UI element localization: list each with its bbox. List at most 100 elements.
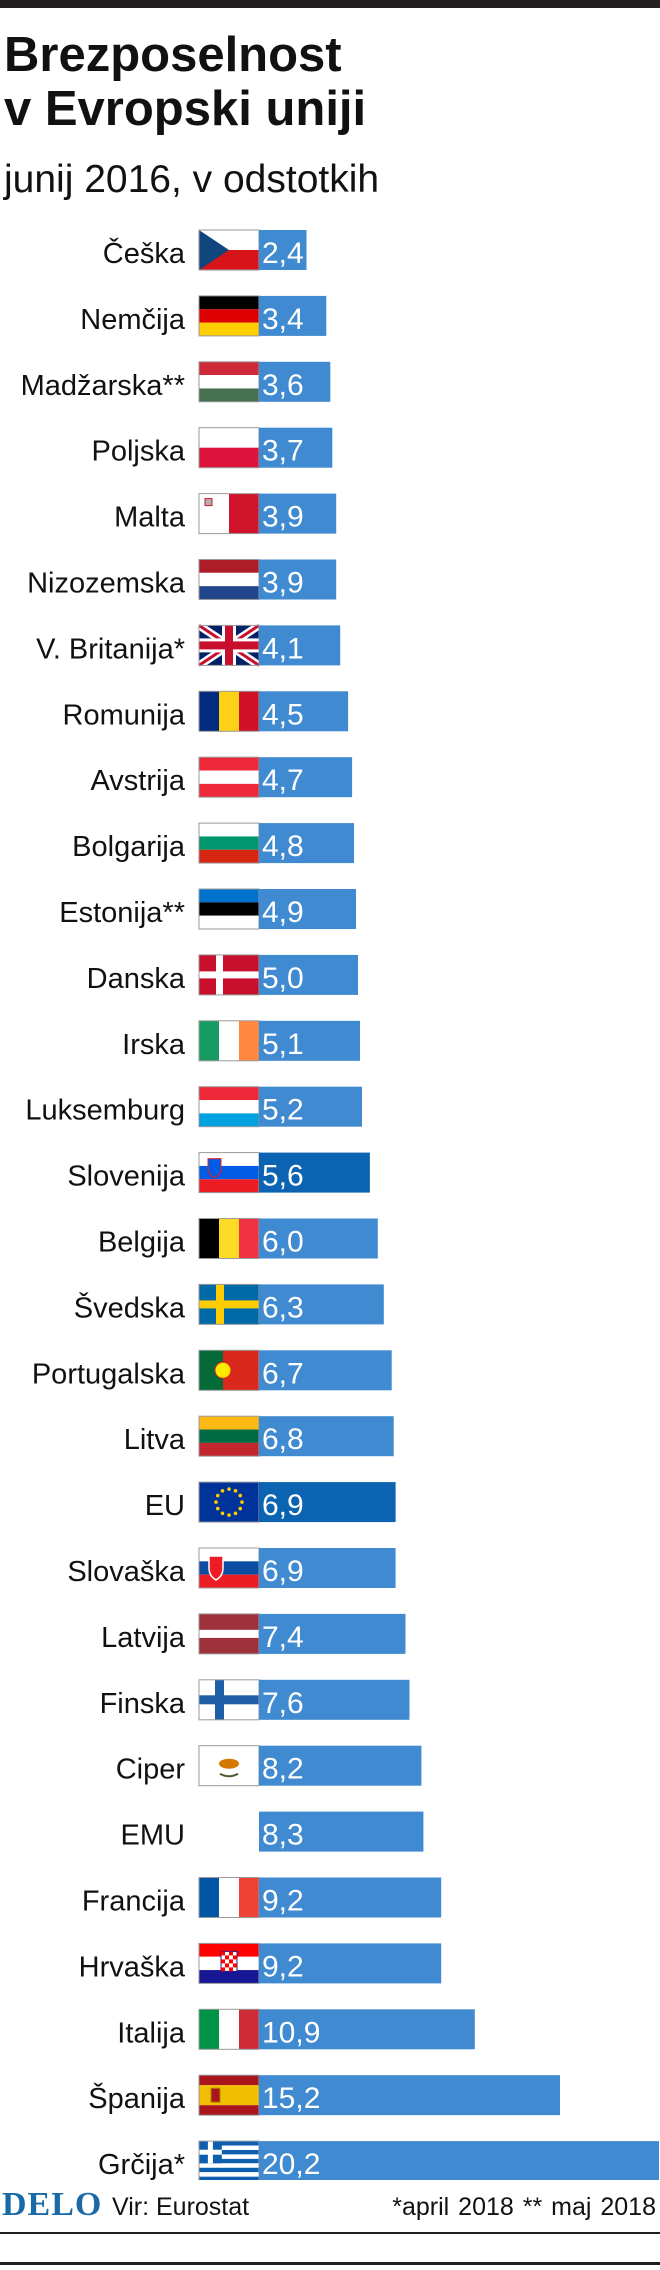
bar-row: Irska 5,1	[122, 1020, 360, 1062]
bar	[259, 1943, 442, 1984]
bar	[259, 361, 331, 402]
country-label: Hrvaška	[79, 1951, 186, 1983]
bar-row: Francija 9,2	[82, 1877, 442, 1918]
value-label: 3,4	[262, 303, 304, 336]
value-label: 5,2	[262, 1094, 304, 1127]
bar	[259, 1877, 442, 1918]
flag-icon	[198, 690, 260, 732]
country-label: EU	[145, 1490, 185, 1522]
flag-icon	[198, 954, 260, 996]
country-label: Španija	[88, 2081, 186, 2115]
value-label: 3,7	[262, 435, 304, 468]
bar	[259, 1811, 424, 1852]
value-label: 4,9	[262, 896, 304, 929]
flag-icon	[198, 1020, 260, 1062]
chart-subtitle: junij 2016, v odstotkih	[4, 158, 380, 201]
source-note: Vir: Eurostat	[112, 2193, 250, 2221]
flag-icon	[198, 2008, 260, 2050]
value-label: 4,8	[262, 830, 304, 863]
value-label: 7,6	[262, 1687, 304, 1720]
country-label: Slovaška	[67, 1556, 186, 1588]
flag-icon	[198, 1613, 260, 1655]
bar	[259, 1086, 362, 1127]
value-label: 3,6	[262, 369, 304, 402]
bar	[259, 1350, 392, 1391]
country-label: Madžarska**	[21, 370, 185, 402]
bar-row: Slovenija 5,6	[67, 1152, 370, 1194]
country-label: Švedska	[74, 1290, 186, 1324]
flag-icon	[198, 1152, 260, 1194]
bar	[259, 2141, 659, 2180]
flag-icon	[198, 888, 260, 930]
value-label: 5,6	[262, 1160, 304, 1193]
flag-icon	[198, 1877, 260, 1918]
top-rule	[0, 0, 660, 8]
bar-row: Grčija* 20,2	[98, 2140, 659, 2180]
country-label: Estonija**	[59, 897, 185, 929]
bar-row: Romunija 4,5	[63, 690, 349, 732]
bar	[259, 625, 341, 666]
value-label: 6,7	[262, 1357, 304, 1390]
bar	[259, 230, 307, 270]
country-label: Portugalska	[32, 1358, 186, 1390]
value-label: 6,0	[262, 1226, 304, 1259]
bar-row: EU 6,9	[145, 1481, 396, 1523]
bar	[259, 559, 337, 600]
value-label: 9,2	[262, 1885, 304, 1918]
flag-icon	[198, 756, 260, 798]
flag-icon	[196, 622, 262, 669]
bar	[259, 493, 337, 534]
country-label: Nizozemska	[27, 568, 186, 600]
bar	[259, 1613, 406, 1654]
bar	[259, 691, 349, 732]
value-label: 6,9	[262, 1489, 304, 1522]
country-label: Grčija*	[98, 2149, 185, 2180]
value-label: 6,3	[262, 1291, 304, 1324]
flag-icon	[198, 493, 260, 535]
bar	[259, 295, 327, 336]
bar-row: Malta 3,9	[114, 493, 337, 535]
flag-icon	[198, 1283, 260, 1325]
country-label: Slovenija	[67, 1161, 186, 1193]
bar-row: Luksemburg 5,2	[25, 1086, 362, 1128]
value-label: 5,0	[262, 962, 304, 995]
flag-icon	[198, 559, 260, 600]
bar	[259, 1284, 384, 1325]
bar-row: Nizozemska 3,9	[27, 559, 337, 600]
flag-icon	[198, 361, 260, 403]
bar-row: Slovaška 6,9	[67, 1547, 396, 1589]
flag-icon	[198, 229, 260, 271]
flag-icon	[198, 2140, 260, 2180]
country-label: Danska	[87, 963, 186, 995]
bar	[259, 889, 356, 929]
bar	[259, 1679, 410, 1720]
country-label: Francija	[82, 1886, 186, 1918]
country-label: Bolgarija	[72, 831, 186, 863]
bar	[259, 1482, 396, 1523]
title-line-2: v Evropski uniji	[4, 82, 367, 136]
flag-icon	[198, 1415, 260, 1457]
country-label: Luksemburg	[25, 1095, 185, 1127]
bar-row: Poljska 3,7	[92, 427, 333, 469]
flag-icon	[198, 2074, 260, 2116]
bar	[259, 1218, 378, 1259]
bar	[259, 1020, 360, 1061]
value-label: 3,9	[262, 501, 304, 534]
flag-icon	[198, 1942, 260, 1984]
flag-icon	[198, 295, 260, 337]
bar-row: Danska 5,0	[87, 954, 358, 996]
country-label: Nemčija	[80, 304, 186, 336]
flag-icon	[198, 1547, 260, 1589]
delo-logo: DELO	[2, 2186, 103, 2223]
value-label: 5,1	[262, 1028, 304, 1061]
country-label: Latvija	[101, 1622, 186, 1654]
value-label: 8,3	[262, 1819, 304, 1852]
bar-row: Belgija 6,0	[98, 1218, 378, 1259]
bar-row: Švedska 6,3	[74, 1283, 384, 1325]
footnotes: *april 2018 ** maj 2018	[392, 2193, 656, 2221]
bar-row: Bolgarija 4,8	[72, 822, 354, 864]
bar-row: Španija 15,2	[88, 2074, 560, 2116]
value-label: 3,9	[262, 567, 304, 600]
value-label: 6,9	[262, 1555, 304, 1588]
bar	[259, 823, 354, 864]
